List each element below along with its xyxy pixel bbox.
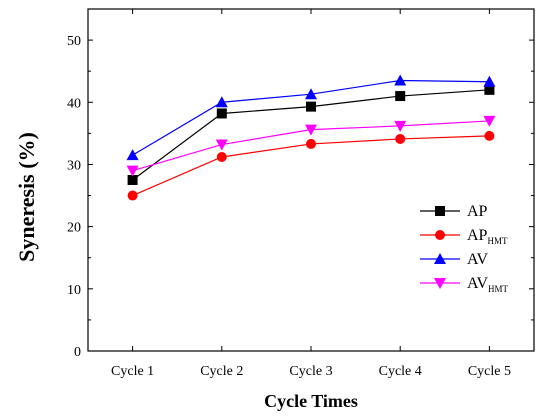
legend-marker (435, 230, 445, 240)
x-tick-label: Cycle 3 (289, 364, 332, 379)
y-tick-label: 40 (67, 96, 81, 111)
y-tick-label: 50 (67, 34, 81, 49)
y-tick-label: 0 (74, 345, 81, 360)
legend-label: APHMT (467, 227, 508, 246)
legend-marker (434, 253, 446, 264)
data-point (483, 115, 496, 127)
series-layer (126, 74, 496, 201)
x-tick-label: Cycle 1 (111, 364, 154, 379)
data-point (484, 84, 495, 95)
data-point (215, 139, 228, 151)
y-tick-label: 30 (67, 158, 81, 173)
data-point (126, 149, 139, 161)
data-point (216, 108, 227, 119)
data-point (483, 75, 496, 87)
data-point (127, 190, 138, 201)
series-AP (127, 84, 495, 185)
data-point (216, 151, 227, 162)
data-point (395, 133, 406, 144)
series-AV (126, 74, 496, 161)
x-axis-title: Cycle Times (264, 391, 358, 411)
data-point (306, 101, 316, 112)
plot-frame (87, 8, 535, 352)
legend-label: AVHMT (467, 275, 509, 294)
data-point (305, 88, 317, 100)
legend-marker (434, 278, 446, 289)
y-tick-label: 10 (67, 283, 81, 298)
legend-label: AP (467, 203, 488, 220)
legend-label: AV (467, 251, 488, 268)
data-point (305, 124, 317, 136)
data-point (215, 96, 228, 108)
series-APHMT (127, 130, 495, 201)
axes: 0 10 20 30 40 50 Cycle 1 Cycle 2 Cycle 3 Cycle 4 C… (67, 8, 535, 379)
data-point (394, 120, 407, 132)
x-tick-label: Cycle 2 (200, 364, 243, 379)
data-point (306, 138, 316, 149)
legend-item: APHMT (420, 227, 508, 246)
data-point (484, 130, 495, 141)
legend-item: AV (420, 251, 488, 268)
legend: AP APHMT AV AVHMT (420, 203, 509, 294)
data-point (394, 74, 407, 86)
series-AVHMT (126, 115, 496, 177)
legend-item: AP (420, 203, 488, 220)
x-tick-label: Cycle 4 (379, 364, 422, 379)
data-point (395, 91, 406, 102)
y-tick-label: 20 (67, 221, 81, 236)
data-point (126, 165, 139, 177)
legend-marker (435, 206, 445, 216)
x-tick-label: Cycle 5 (468, 364, 511, 379)
data-point (127, 175, 138, 185)
y-axis-title: Syneresis (%) (14, 132, 39, 262)
legend-item: AVHMT (420, 275, 509, 294)
